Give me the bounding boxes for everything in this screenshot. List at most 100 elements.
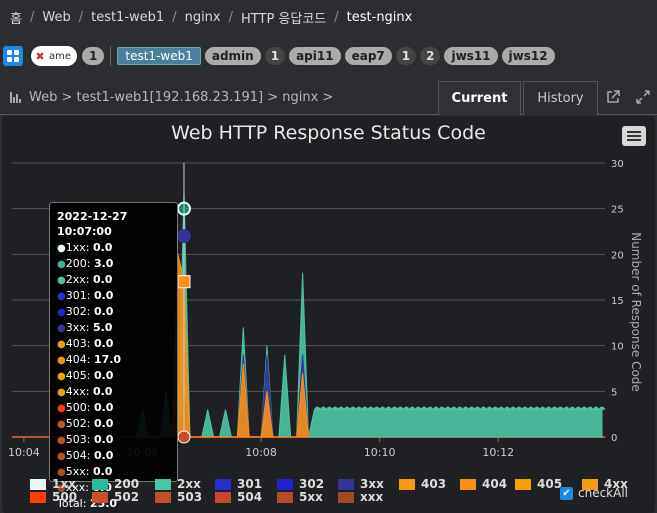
tooltip-row: ●301: 0.0 — [57, 288, 170, 304]
legend-dot-icon: ● — [57, 259, 66, 270]
x-tick-label: 10:12 — [482, 446, 514, 459]
external-link-icon[interactable] — [606, 90, 620, 104]
legend-item-404[interactable]: 404 — [460, 477, 507, 491]
tag-eap7[interactable]: eap7 — [344, 47, 392, 65]
legend-swatch-icon — [92, 491, 108, 503]
legend-dot-icon: ● — [57, 243, 66, 254]
x-tick-label: 10:08 — [245, 446, 277, 459]
legend-dot-icon: ● — [57, 323, 66, 334]
tab-history[interactable]: History — [523, 81, 598, 115]
y-tick-label: 15 — [611, 296, 624, 307]
tag-count-badge: 1 — [395, 47, 417, 65]
tooltip-row-value: 0.0 — [92, 241, 113, 254]
legend-item-1xx[interactable]: 1xx — [30, 477, 76, 491]
legend-item-302[interactable]: 302 — [277, 477, 324, 491]
marker-5xx — [177, 430, 191, 444]
y-tick-label: 25 — [611, 205, 624, 216]
tooltip-row: ●5xx: 0.0 — [57, 464, 170, 480]
tooltip-row: ●500: 0.0 — [57, 400, 170, 416]
series-2xx-scallop — [314, 406, 606, 410]
legend-dot-icon: ● — [57, 435, 66, 446]
breadcrumb-nginx[interactable]: nginx — [184, 9, 221, 25]
tooltip-row-value: 0.0 — [92, 385, 113, 398]
legend-label: 403 — [421, 477, 447, 491]
y-tick-label: 5 — [611, 387, 617, 398]
legend-item-4xx[interactable]: 4xx — [582, 477, 628, 491]
tooltip-row-value: 17.0 — [93, 353, 122, 366]
legend-item-502[interactable]: 502 — [92, 490, 139, 504]
legend-label: xxx — [360, 490, 384, 504]
tooltip-row-value: 0.0 — [93, 305, 114, 318]
tooltip-row-label: 1xx: — [65, 241, 93, 254]
legend-label: 2xx — [177, 477, 201, 491]
y-tick-label: 0 — [611, 433, 617, 444]
legend-item-xxx[interactable]: xxx — [338, 490, 383, 504]
legend-item-403[interactable]: 403 — [399, 477, 446, 491]
legend-item-504[interactable]: 504 — [215, 490, 262, 504]
legend-item-405[interactable]: 405 — [515, 477, 562, 491]
legend-swatch-icon — [338, 491, 354, 503]
tag-selected[interactable]: test1-web1 — [117, 47, 201, 65]
legend-item-5xx[interactable]: 5xx — [277, 490, 323, 504]
tag-jws12[interactable]: jws12 — [501, 47, 555, 65]
tooltip-row-value: 0.0 — [92, 273, 113, 286]
breadcrumb-category[interactable]: HTTP 응답코드 — [241, 11, 327, 27]
legend-swatch-icon — [515, 478, 531, 490]
grid-menu-button[interactable] — [3, 46, 23, 66]
legend-dot-icon: ● — [57, 387, 66, 398]
tooltip-row: ●3xx: 5.0 — [57, 320, 170, 336]
tag-admin[interactable]: admin — [204, 47, 261, 65]
tooltip-row: ●200: 3.0 — [57, 256, 170, 272]
breadcrumb-web[interactable]: Web — [42, 9, 71, 25]
tooltip-row-value: 0.0 — [93, 433, 114, 446]
legend-label: 4xx — [604, 477, 628, 491]
legend-item-301[interactable]: 301 — [215, 477, 262, 491]
tag-jws11[interactable]: jws11 — [444, 47, 498, 65]
legend-label: 302 — [299, 477, 325, 491]
checkall-toggle[interactable]: ✔ checkAll — [560, 486, 628, 500]
tooltip-row-label: 5xx: — [65, 465, 93, 478]
legend-dot-icon: ● — [57, 419, 66, 430]
breadcrumb-host[interactable]: test1-web1 — [91, 9, 165, 25]
tooltip-row-value: 0.0 — [93, 289, 114, 302]
legend-label: 500 — [52, 490, 78, 504]
name-filter-input[interactable]: ✖ ame — [31, 46, 78, 66]
legend-item-3xx[interactable]: 3xx — [338, 477, 384, 491]
tooltip-row-value: 0.0 — [92, 465, 113, 478]
legend-label: 200 — [114, 477, 140, 491]
marker-2xx — [176, 201, 191, 216]
tooltip-row-label: 4xx: — [65, 385, 93, 398]
breadcrumb-home[interactable]: 홈 — [10, 11, 22, 27]
chart-menu-button[interactable] — [622, 126, 646, 146]
tooltip-row-label: 504: — [65, 449, 94, 462]
legend-swatch-icon — [155, 491, 171, 503]
expand-icon[interactable] — [636, 90, 650, 104]
tooltip-row-label: 500: — [65, 401, 94, 414]
chart-legend: ✔ checkAll 1xx 200 2xx 301 302 3xx 403 404 405 4x… — [0, 474, 657, 513]
marker-3xx — [176, 229, 191, 244]
divider — [110, 46, 112, 66]
breadcrumb: 홈 / Web / test1-web1 / nginx / HTTP 응답코드 / te… — [0, 0, 657, 34]
y-axis-label: Number of Response Code — [629, 232, 643, 392]
chart-tooltip: 2022-12-27 10:07:00 ●1xx: 0.0 ●200: 3.0 ●2… — [49, 202, 178, 510]
legend-dot-icon: ● — [57, 451, 66, 462]
legend-item-2xx[interactable]: 2xx — [155, 477, 201, 491]
tooltip-row: ●4xx: 0.0 — [57, 384, 170, 400]
tooltip-row-label: 503: — [65, 433, 94, 446]
clear-icon[interactable]: ✖ — [35, 49, 45, 63]
legend-swatch-icon — [277, 491, 293, 503]
tooltip-row: ●502: 0.0 — [57, 416, 170, 432]
tooltip-row: ●504: 0.0 — [57, 448, 170, 464]
tooltip-row-value: 0.0 — [93, 417, 114, 430]
legend-item-500[interactable]: 500 — [30, 490, 77, 504]
name-filter-value: ame — [49, 50, 72, 62]
tab-current[interactable]: Current — [438, 81, 521, 115]
tooltip-row-value: 0.0 — [93, 449, 114, 462]
tag-api11[interactable]: api11 — [289, 47, 341, 65]
legend-swatch-icon — [30, 491, 46, 503]
tooltip-row-value: 0.0 — [93, 369, 114, 382]
breadcrumb-separator: / — [172, 9, 177, 25]
checkbox-checked-icon[interactable]: ✔ — [560, 486, 573, 500]
legend-item-503[interactable]: 503 — [155, 490, 202, 504]
legend-item-200[interactable]: 200 — [92, 477, 139, 491]
